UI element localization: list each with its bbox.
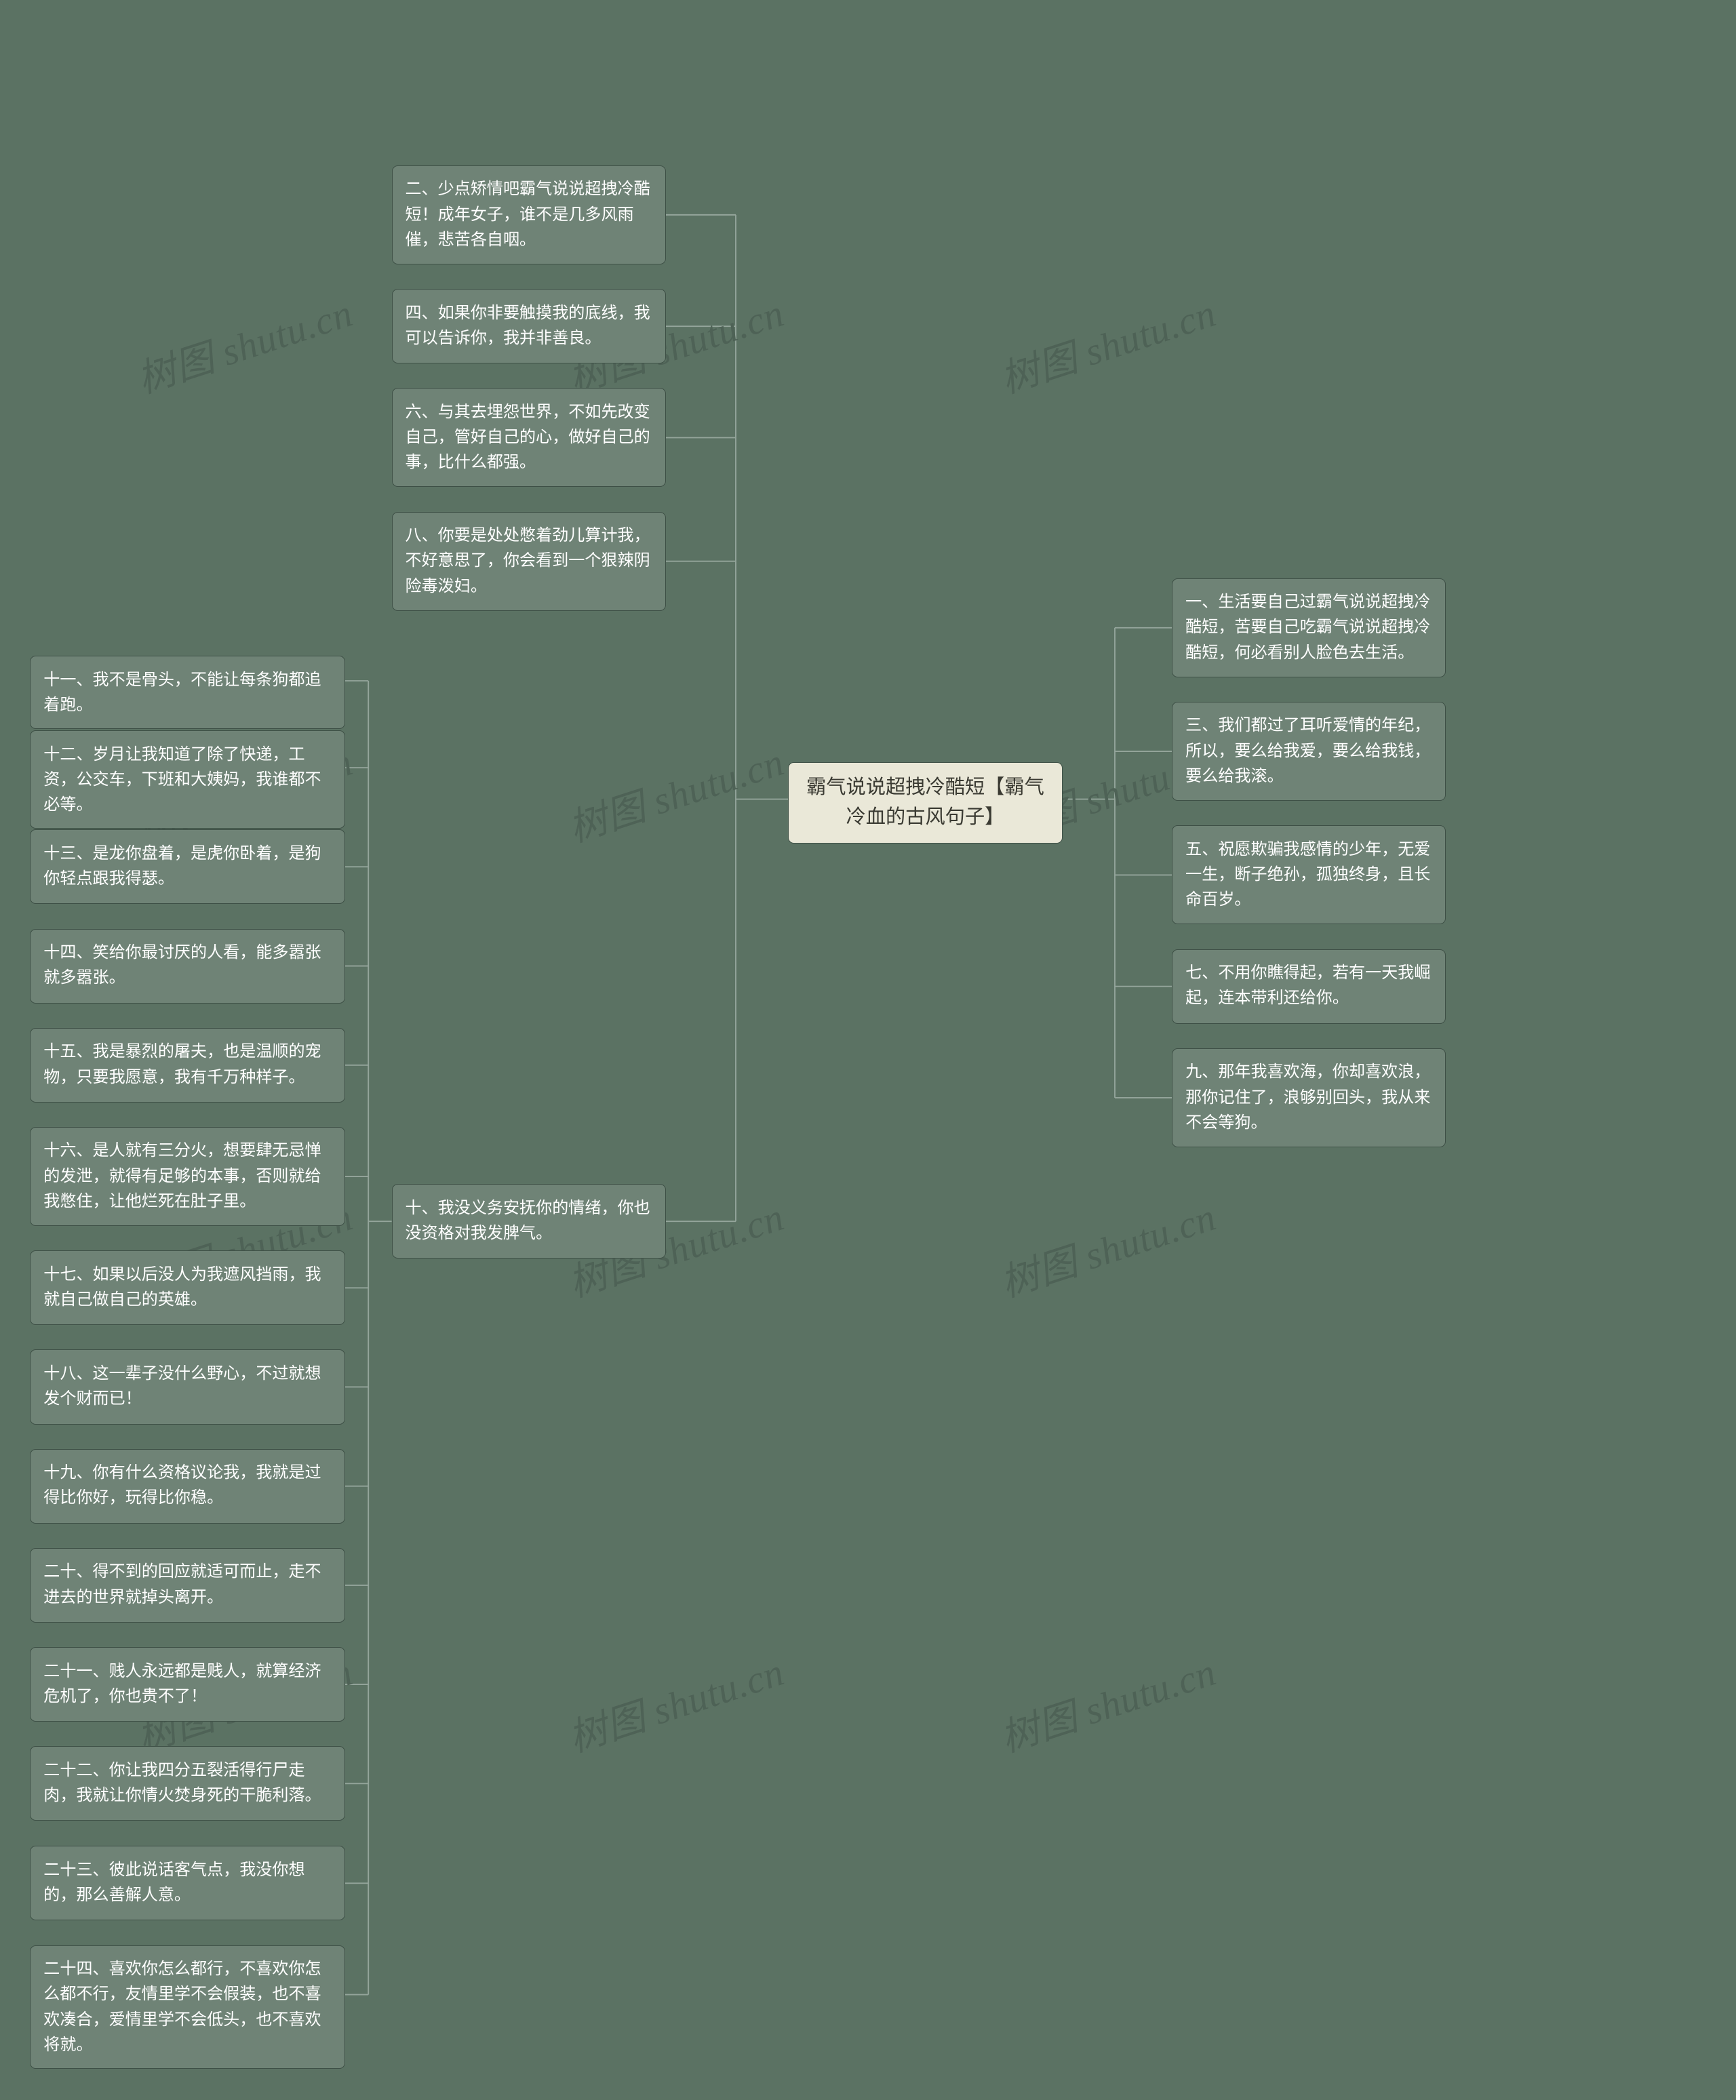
left-node: 八、你要是处处憋着劲儿算计我，不好意思了，你会看到一个狠辣阴险毒泼妇。	[392, 512, 666, 611]
left-sub-node: 二十一、贱人永远都是贱人，就算经济危机了，你也贵不了！	[30, 1647, 344, 1722]
left-sub-node: 十四、笑给你最讨厌的人看，能多嚣张就多嚣张。	[30, 929, 344, 1004]
right-node: 一、生活要自己过霸气说说超拽冷酷短，苦要自己吃霸气说说超拽冷酷短，何必看别人脸色…	[1172, 578, 1446, 677]
left-sub-node: 十五、我是暴烈的屠夫，也是温顺的宠物，只要我愿意，我有千万种样子。	[30, 1028, 344, 1103]
watermark: 树图 shutu.cn	[992, 1186, 1222, 1308]
root-node: 霸气说说超拽冷酷短【霸气冷血的古风句子】	[788, 762, 1062, 844]
left-node: 六、与其去埋怨世界，不如先改变自己，管好自己的心，做好自己的事，比什么都强。	[392, 388, 666, 487]
left-node: 二、少点矫情吧霸气说说超拽冷酷短！成年女子，谁不是几多风雨催，悲苦各自咽。	[392, 165, 666, 264]
left-mid-node: 十、我没义务安抚你的情绪，你也没资格对我发脾气。	[392, 1184, 666, 1259]
left-sub-node: 二十四、喜欢你怎么都行，不喜欢你怎么都不行，友情里学不会假装，也不喜欢凑合，爱情…	[30, 1945, 344, 2069]
watermark: 树图 shutu.cn	[561, 1641, 791, 1763]
left-sub-node: 十七、如果以后没人为我遮风挡雨，我就自己做自己的英雄。	[30, 1250, 344, 1325]
left-sub-node: 十一、我不是骨头，不能让每条狗都追着跑。	[30, 656, 344, 729]
right-node: 七、不用你瞧得起，若有一天我崛起，连本带利还给你。	[1172, 949, 1446, 1024]
left-sub-node: 十六、是人就有三分火，想要肆无忌惮的发泄，就得有足够的本事，否则就给我憋住，让他…	[30, 1127, 344, 1226]
left-sub-node: 十八、这一辈子没什么野心，不过就想发个财而已！	[30, 1349, 344, 1424]
watermark: 树图 shutu.cn	[992, 1641, 1222, 1763]
left-sub-node: 二十三、彼此说话客气点，我没你想的，那么善解人意。	[30, 1846, 344, 1920]
watermark: 树图 shutu.cn	[992, 282, 1222, 404]
left-sub-node: 十二、岁月让我知道了除了快递，工资，公交车，下班和大姨妈，我谁都不必等。	[30, 730, 344, 829]
watermark: 树图 shutu.cn	[561, 731, 791, 853]
left-sub-node: 十九、你有什么资格议论我，我就是过得比你好，玩得比你稳。	[30, 1449, 344, 1524]
left-sub-node: 二十二、你让我四分五裂活得行尸走肉，我就让你情火焚身死的干脆利落。	[30, 1746, 344, 1821]
right-node: 五、祝愿欺骗我感情的少年，无爱一生，断子绝孙，孤独终身，且长命百岁。	[1172, 825, 1446, 924]
left-node: 四、如果你非要触摸我的底线，我可以告诉你，我并非善良。	[392, 289, 666, 363]
left-sub-node: 十三、是龙你盘着，是虎你卧着，是狗你轻点跟我得瑟。	[30, 829, 344, 904]
watermark: 树图 shutu.cn	[129, 282, 359, 404]
left-sub-node: 二十、得不到的回应就适可而止，走不进去的世界就掉头离开。	[30, 1548, 344, 1623]
mindmap-canvas: 树图 shutu.cn 树图 shutu.cn 树图 shutu.cn 树图 shut…	[0, 0, 1736, 2100]
right-node: 三、我们都过了耳听爱情的年纪，所以，要么给我爱，要么给我钱，要么给我滚。	[1172, 702, 1446, 801]
right-node: 九、那年我喜欢海，你却喜欢浪，那你记住了，浪够别回头，我从来不会等狗。	[1172, 1048, 1446, 1147]
